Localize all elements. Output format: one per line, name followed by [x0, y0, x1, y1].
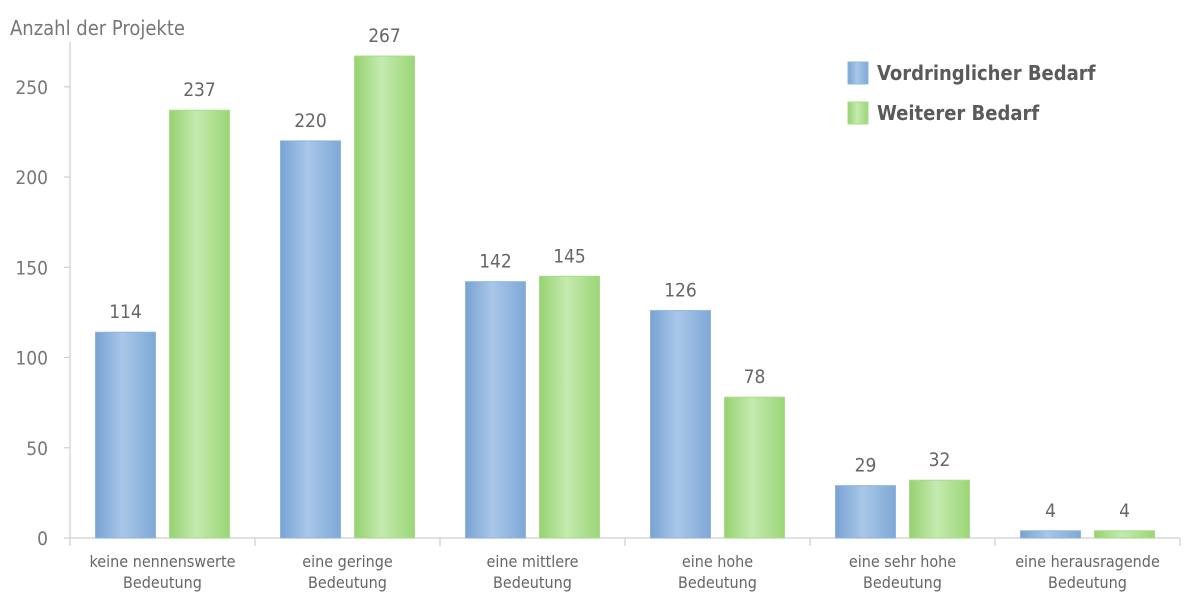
data-label: 29 — [855, 455, 877, 477]
legend-label: Vordringlicher Bedarf — [877, 61, 1096, 85]
legend-swatch — [847, 101, 869, 125]
bar-vordringlicher-bedarf — [280, 140, 341, 539]
x-tick-label: eine mittlere Bedeutung — [487, 552, 579, 592]
bar-weiterer-bedarf — [169, 109, 230, 539]
data-label: 114 — [109, 301, 142, 323]
data-label: 237 — [183, 79, 216, 101]
bar-vordringlicher-bedarf — [465, 281, 526, 539]
legend-label: Weiterer Bedarf — [877, 101, 1039, 125]
x-tick-label: keine nennenswerte Bedeutung — [90, 552, 236, 592]
legend-swatch — [847, 61, 869, 85]
data-label: 126 — [664, 280, 697, 302]
data-label: 4 — [1119, 500, 1130, 522]
data-label: 142 — [479, 251, 512, 273]
bar-weiterer-bedarf — [539, 275, 600, 539]
bar-weiterer-bedarf — [1094, 530, 1155, 539]
bar-weiterer-bedarf — [354, 55, 415, 539]
y-axis-title: Anzahl der Projekte — [10, 16, 185, 40]
data-label: 145 — [553, 245, 586, 267]
bar-vordringlicher-bedarf — [95, 331, 156, 539]
data-label: 267 — [368, 25, 401, 47]
data-label: 220 — [294, 110, 327, 132]
data-label: 78 — [744, 366, 766, 388]
x-tick-label: eine sehr hohe Bedeutung — [849, 552, 956, 592]
y-tick-label: 150 — [15, 257, 48, 279]
x-tick-label: eine geringe Bedeutung — [302, 552, 393, 592]
x-tick-label: eine hohe Bedeutung — [678, 552, 757, 592]
y-tick-label: 0 — [37, 528, 48, 550]
bar-vordringlicher-bedarf — [1020, 530, 1081, 539]
data-label: 4 — [1045, 500, 1056, 522]
bars — [95, 55, 1155, 539]
bar-vordringlicher-bedarf — [650, 310, 711, 539]
x-tick-label: eine herausragende Bedeutung — [1015, 552, 1160, 592]
bar-weiterer-bedarf — [909, 479, 970, 539]
bar-vordringlicher-bedarf — [835, 485, 896, 539]
y-tick-label: 50 — [26, 438, 48, 460]
value-labels: 114 237 220 267 142 145 126 78 29 32 4 4 — [109, 25, 1130, 522]
x-axis: keine nennenswerte Bedeutung eine geringe B… — [69, 537, 1181, 592]
data-label: 32 — [929, 449, 951, 471]
y-tick-label: 200 — [15, 167, 48, 189]
y-axis: 0 50 100 150 200 250 — [15, 41, 71, 550]
bar-weiterer-bedarf — [724, 396, 785, 539]
y-tick-label: 100 — [15, 348, 48, 370]
legend: Vordringlicher Bedarf Weiterer Bedarf — [847, 61, 1096, 125]
y-tick-label: 250 — [15, 77, 48, 99]
